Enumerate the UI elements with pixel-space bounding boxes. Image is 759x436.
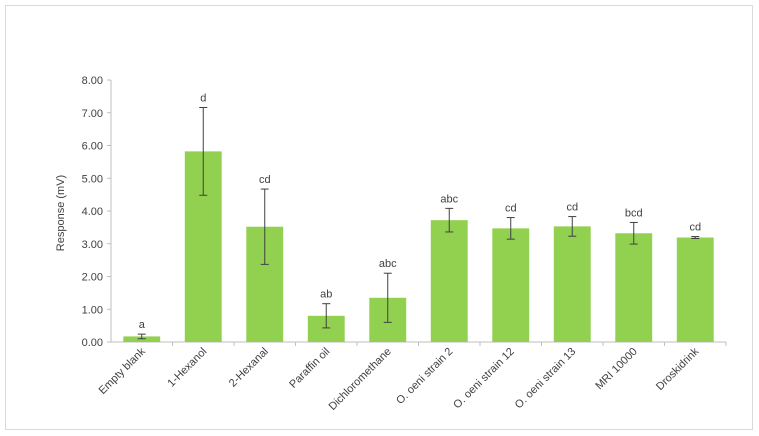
x-category-label: 1-Hexanol — [165, 346, 209, 390]
y-axis-label: Response (mV) — [55, 175, 67, 251]
significance-letter: cd — [689, 222, 701, 234]
x-category-label: MRI 10000 — [593, 346, 640, 393]
y-tick-label: 7.00 — [82, 108, 103, 120]
x-category-label: Droskidrink — [654, 345, 702, 393]
significance-letter: cd — [566, 202, 578, 214]
bar — [553, 226, 591, 342]
significance-letter: a — [139, 319, 146, 331]
bar — [492, 228, 530, 342]
bar — [430, 220, 468, 342]
significance-letter: abc — [379, 258, 397, 270]
significance-letter: bcd — [625, 207, 643, 219]
y-tick-label: 5.00 — [82, 173, 103, 185]
x-category-label: O. oeni strain 2 — [394, 346, 455, 407]
significance-letter: cd — [259, 174, 271, 186]
x-category-label: O. oeni strain 12 — [451, 346, 517, 412]
chart-frame: 0.00 1.00 2.00 3.00 4.00 5.00 6.00 7.00 8.00 a Em… — [5, 5, 753, 430]
bar — [676, 237, 714, 342]
bar-chart: 0.00 1.00 2.00 3.00 4.00 5.00 6.00 7.00 8.00 a Em… — [55, 75, 727, 413]
x-category-label: Dichloromethane — [327, 346, 394, 413]
significance-letter: d — [200, 93, 206, 105]
y-tick-label: 4.00 — [82, 206, 103, 218]
bar — [615, 233, 653, 342]
x-category-label: Empty blank — [97, 345, 149, 397]
y-tick-label: 2.00 — [82, 272, 103, 284]
y-tick-label: 6.00 — [82, 141, 103, 153]
significance-letter: cd — [505, 203, 517, 215]
x-category-label: O. oeni strain 13 — [513, 346, 579, 412]
y-tick-label: 0.00 — [82, 337, 103, 349]
y-tick-label: 8.00 — [82, 75, 103, 87]
significance-letter: ab — [320, 289, 332, 301]
y-tick-label: 1.00 — [82, 304, 103, 316]
x-category-label: Paraffin oil — [287, 346, 332, 391]
x-category-label: 2-Hexanal — [227, 346, 271, 390]
y-tick-label: 3.00 — [82, 239, 103, 251]
significance-letter: abc — [440, 193, 458, 205]
